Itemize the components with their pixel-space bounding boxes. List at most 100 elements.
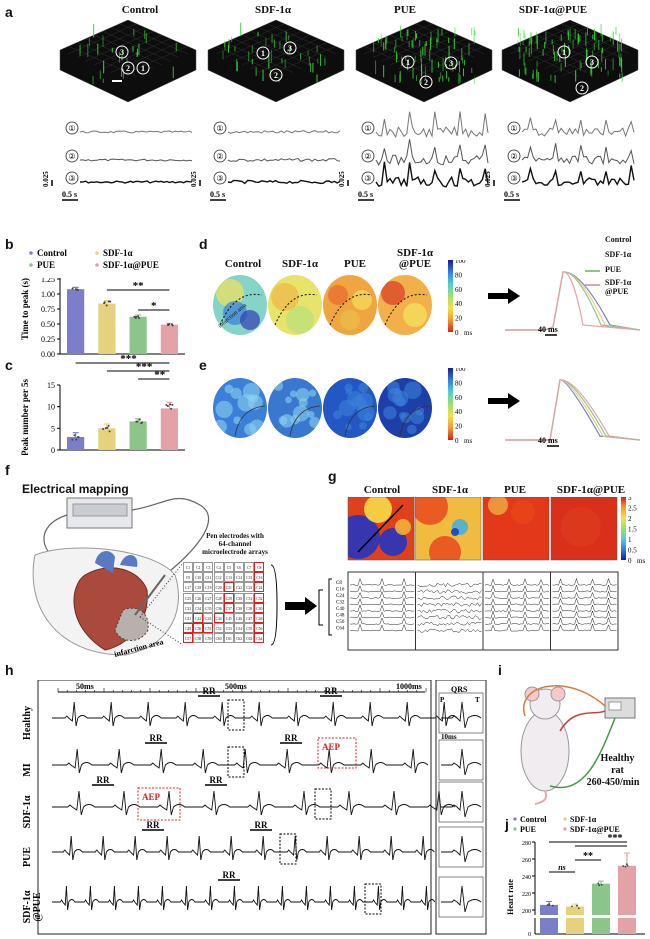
wave-label: T bbox=[475, 696, 480, 704]
panel-g-title-sdf: SDF-1α bbox=[431, 484, 469, 496]
mea-trace bbox=[349, 610, 415, 619]
wave-label: P bbox=[440, 696, 445, 704]
trace-marker bbox=[361, 171, 375, 185]
mea-electrode: C28 bbox=[213, 592, 224, 603]
zoom-box bbox=[438, 876, 484, 918]
monitor-screen bbox=[608, 701, 622, 711]
calcium-trace bbox=[375, 111, 489, 139]
mea-electrode: C44 bbox=[213, 613, 224, 623]
cell-marker-label: 1 bbox=[562, 48, 566, 57]
block-grid-line bbox=[110, 27, 180, 58]
label-part: Healthy bbox=[22, 706, 33, 740]
mea-electrode: C58 bbox=[193, 633, 204, 644]
vessel bbox=[120, 555, 138, 567]
data-point bbox=[169, 403, 172, 406]
mea-trace bbox=[417, 595, 482, 601]
mea-electrode: C62 bbox=[234, 633, 244, 644]
infarct-boundary bbox=[399, 405, 431, 437]
mea-electrode: C34 bbox=[193, 602, 204, 613]
data-point bbox=[140, 422, 143, 425]
mea-trace bbox=[552, 603, 617, 612]
mea-trace bbox=[349, 590, 415, 599]
data-point bbox=[170, 407, 173, 410]
data-point bbox=[133, 315, 136, 318]
map-spot bbox=[451, 528, 459, 536]
cell-marker-circle bbox=[269, 68, 283, 82]
cell-marker-circle bbox=[121, 61, 135, 75]
guide-line bbox=[139, 616, 184, 646]
heat-spot bbox=[213, 419, 227, 434]
data-point bbox=[102, 428, 105, 431]
ecg-row-label: MI bbox=[22, 763, 33, 776]
y-axis-label: Heart rate bbox=[506, 879, 515, 915]
transient-curve bbox=[505, 379, 641, 441]
panel-d-legend-label: SDF-1α bbox=[605, 250, 632, 259]
block-grid-line bbox=[398, 38, 467, 69]
y-tick-label: 0.50 bbox=[41, 320, 55, 329]
highlight-box bbox=[314, 788, 332, 820]
zoom-box bbox=[438, 826, 484, 868]
cell-marker-circle bbox=[575, 81, 589, 95]
data-point bbox=[138, 317, 141, 320]
data-point bbox=[166, 404, 169, 407]
cable bbox=[131, 497, 210, 576]
legend-swatch bbox=[513, 827, 517, 831]
mea-electrode: C63 bbox=[244, 633, 255, 644]
trace-marker bbox=[213, 149, 227, 163]
data-point bbox=[551, 904, 554, 907]
mea-electrode: C48 bbox=[254, 613, 265, 623]
heat-spot bbox=[328, 285, 348, 305]
panel-d-title-pue: PUE bbox=[344, 258, 366, 270]
transient-curve bbox=[505, 379, 641, 441]
bar-lower bbox=[592, 918, 610, 934]
data-point bbox=[76, 288, 79, 291]
mea-electrode: C20 bbox=[213, 582, 224, 593]
panel-label-f: f bbox=[5, 462, 10, 478]
mea-electrode: C53 bbox=[223, 623, 234, 634]
mea-electrode: C15 bbox=[244, 572, 255, 583]
panel-label-b: b bbox=[5, 236, 14, 252]
mea-electrode: C27 bbox=[203, 592, 214, 603]
lead-wire bbox=[559, 710, 606, 732]
block-body bbox=[207, 20, 345, 103]
mea-electrode: C60 bbox=[213, 633, 224, 644]
mea-electrode: C38 bbox=[234, 602, 244, 613]
bar bbox=[67, 437, 85, 450]
colorbar-tick: 40 bbox=[455, 300, 463, 308]
mea-electrode: C54 bbox=[234, 623, 244, 634]
cell-marker-circle bbox=[136, 61, 150, 75]
mea-electrode: C16 bbox=[254, 572, 265, 583]
heat-spot bbox=[307, 411, 315, 419]
vessel bbox=[95, 551, 115, 573]
mea-trace bbox=[485, 604, 550, 612]
significance-star: ** bbox=[583, 851, 593, 862]
y-tick-label: 280 bbox=[522, 841, 531, 847]
cell-marker-circle bbox=[401, 55, 415, 69]
block-grid-line bbox=[406, 42, 476, 73]
propagation-arrow bbox=[357, 504, 404, 553]
data-point bbox=[104, 427, 107, 430]
ecg-trace bbox=[52, 790, 456, 816]
cell-marker-label: 2 bbox=[424, 78, 428, 87]
colorbar-unit: ms bbox=[637, 557, 645, 565]
block-grid-line bbox=[398, 31, 467, 62]
arrow bbox=[488, 288, 520, 304]
zoom-ecg bbox=[441, 835, 482, 863]
mea-trace bbox=[552, 597, 617, 606]
colorbar-unit: ms bbox=[464, 329, 472, 337]
map-frame bbox=[347, 497, 415, 561]
heat-spot bbox=[400, 412, 412, 424]
map-spot bbox=[379, 528, 407, 556]
microelectrode-array-grid: C1 C2 C3 C4 C5 C6 C7 C8 C9 C10 C11 C12 C13 C14 C15 C16 C… bbox=[183, 562, 265, 644]
mea-electrode: C56 bbox=[254, 623, 265, 634]
channel-label: C64 bbox=[336, 627, 345, 632]
mea-electrode: C30 bbox=[234, 592, 244, 603]
mea-electrode: C14 bbox=[234, 572, 244, 583]
significance-star: ** bbox=[133, 280, 145, 292]
transient-curve bbox=[505, 271, 641, 331]
channel-label: C40 bbox=[336, 607, 345, 612]
label-part: PUE bbox=[22, 847, 33, 867]
panel-d-title-sdf: SDF-1α bbox=[281, 258, 319, 270]
mea-electrode: C17 bbox=[183, 582, 193, 593]
mea-electrode: C42 bbox=[193, 613, 204, 623]
